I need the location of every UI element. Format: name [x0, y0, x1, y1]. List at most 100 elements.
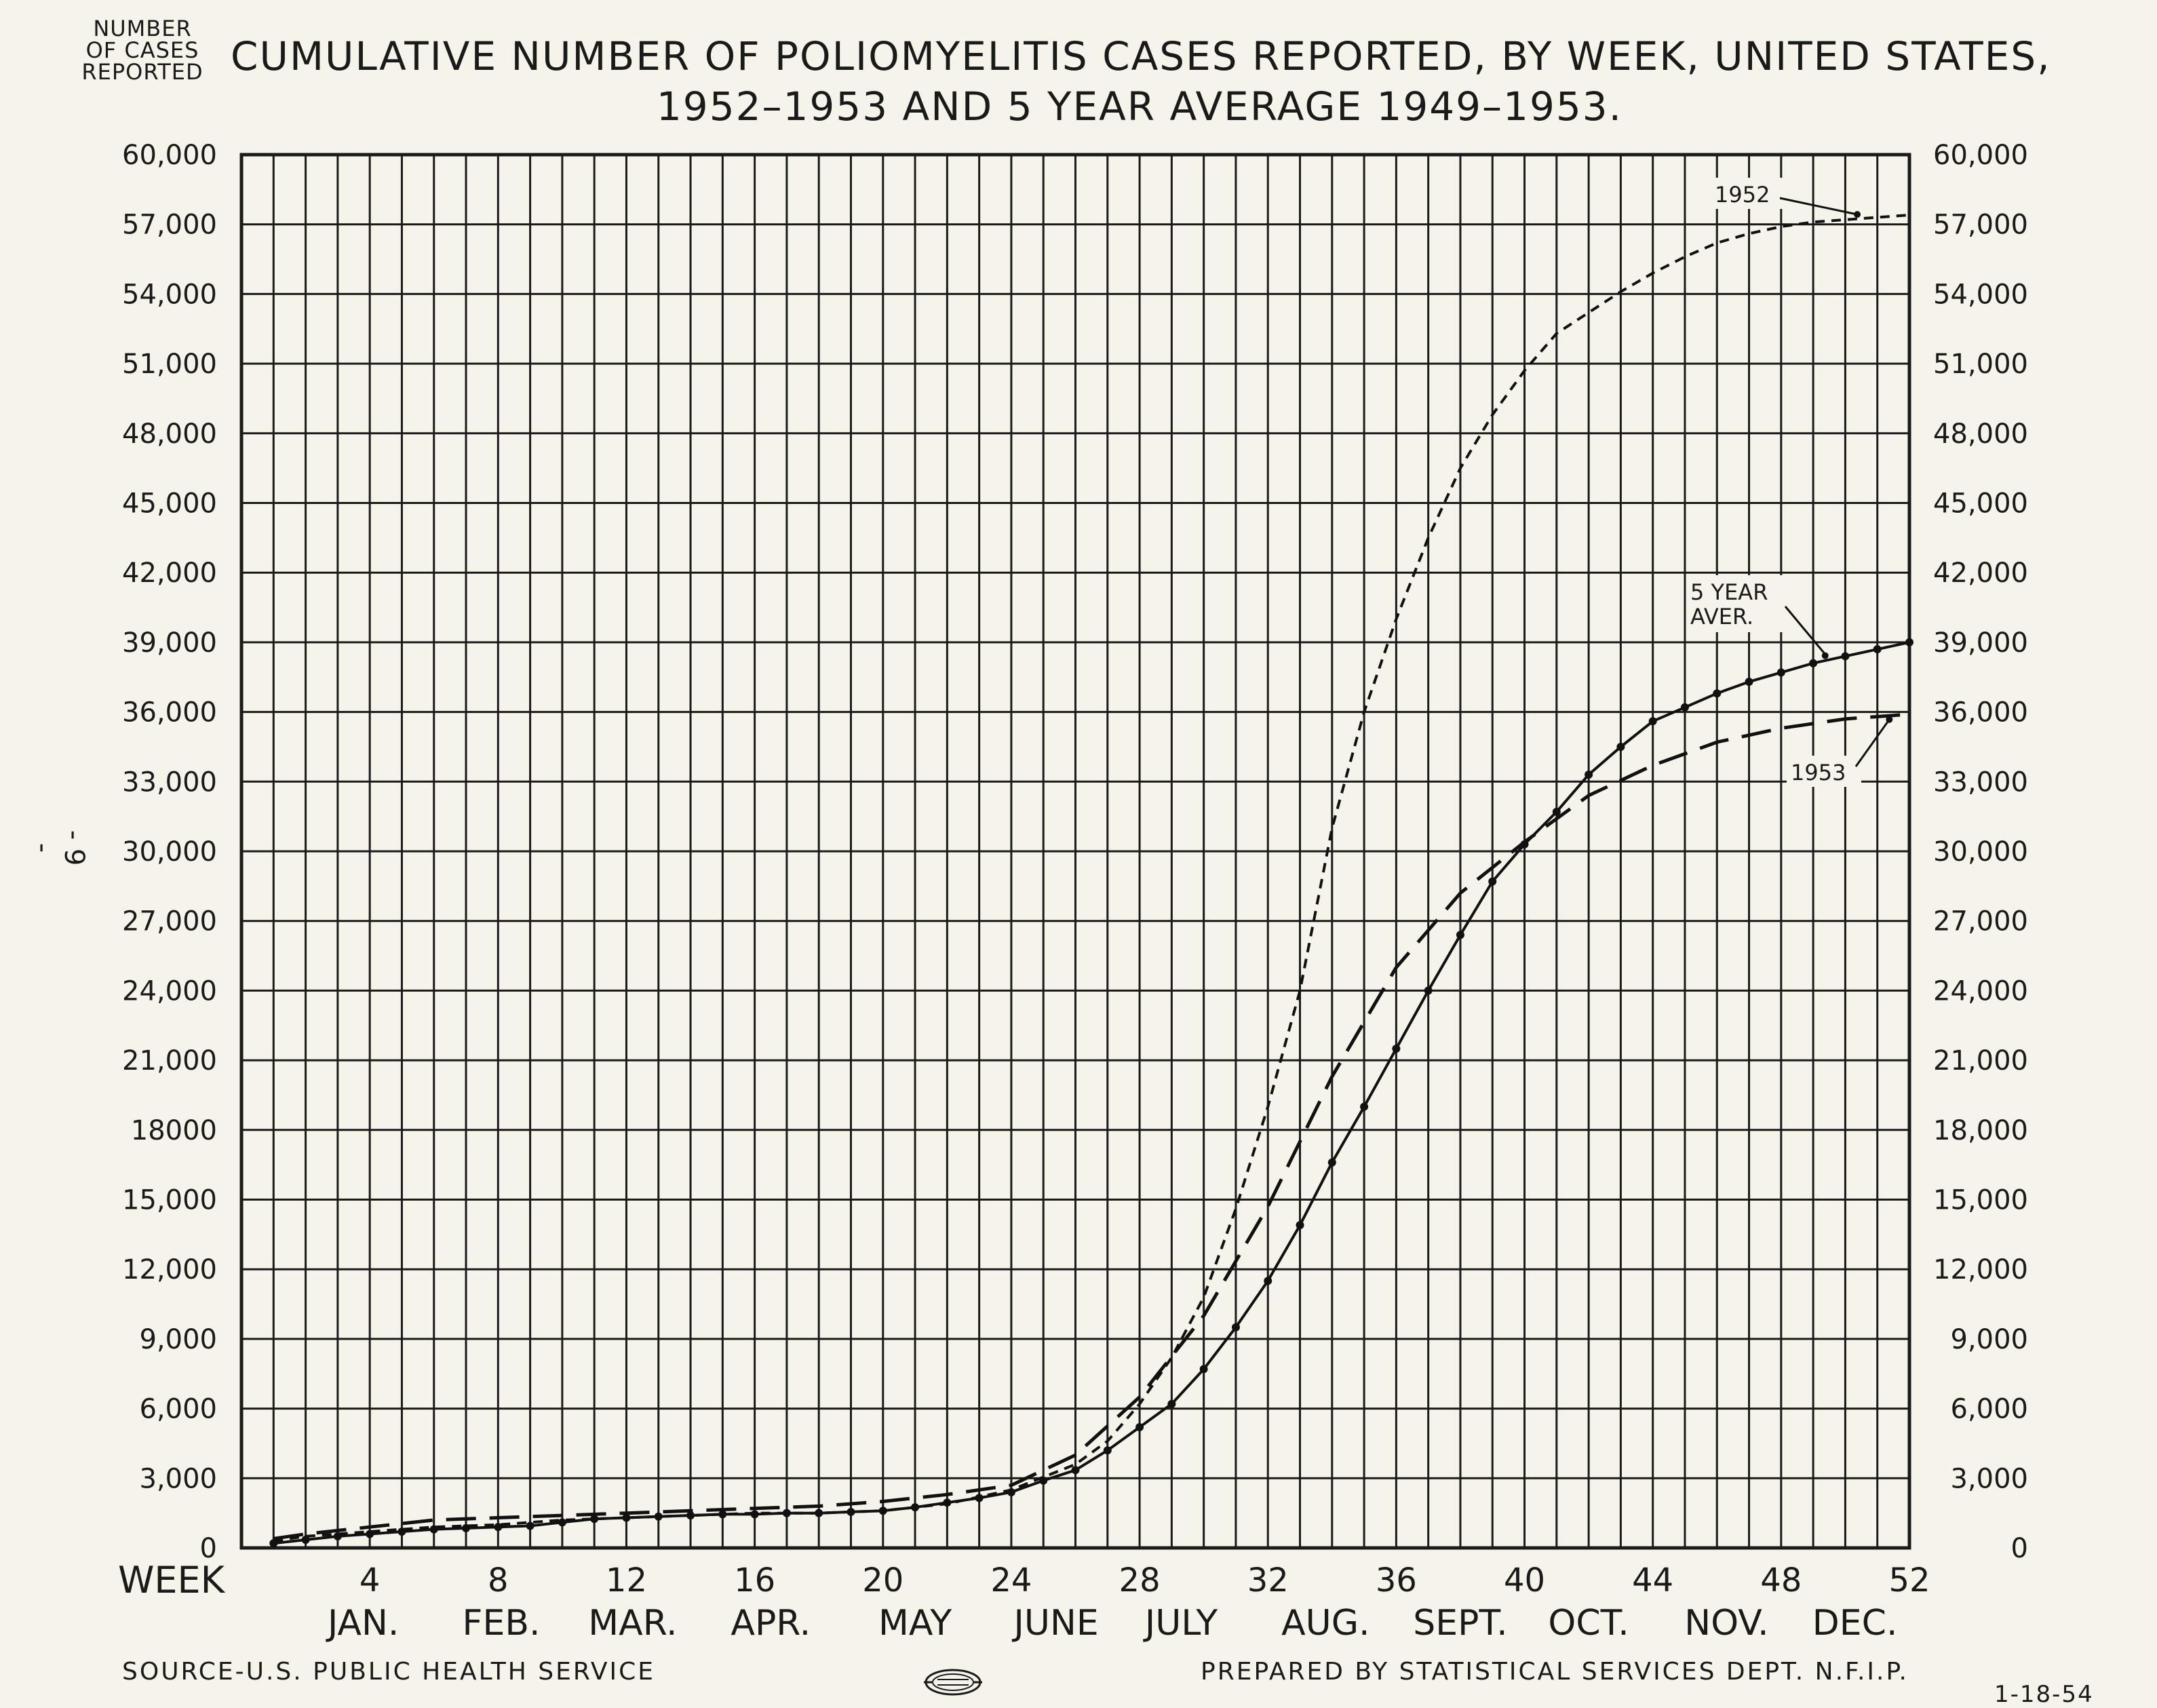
annotation-label: AVER. [1690, 604, 1753, 629]
y-tick-label-right: 18,000 [1933, 1115, 2028, 1146]
y-tick-label-left: 60,000 [122, 140, 217, 171]
series-line-1952 [273, 214, 1910, 1542]
y-tick-label-left: 48,000 [122, 419, 217, 450]
data-point [1713, 689, 1722, 698]
y-tick-label-right: 30,000 [1933, 836, 2028, 868]
data-point [1392, 1044, 1401, 1053]
x-tick-label: 52 [1888, 1561, 1930, 1599]
series-line-1953 [273, 712, 1910, 1540]
data-point [1552, 807, 1561, 816]
data-point [1745, 678, 1753, 686]
x-tick-label: 4 [360, 1561, 381, 1599]
plot-frame [239, 153, 1911, 1550]
data-point [1809, 659, 1818, 667]
chart-title: CUMULATIVE NUMBER OF POLIOMYELITIS CASES… [231, 31, 2051, 132]
data-point [782, 1509, 791, 1517]
y-tick-label-left: 27,000 [122, 906, 217, 937]
data-point [622, 1513, 631, 1522]
month-label: APR. [731, 1603, 811, 1644]
data-point [1424, 986, 1433, 995]
data-point [1007, 1488, 1015, 1496]
data-point [1071, 1466, 1080, 1475]
data-point [1905, 638, 1913, 646]
x-tick-label: 40 [1504, 1561, 1545, 1599]
y-tick-label-right: 36,000 [1933, 697, 2028, 729]
month-label: MAY [878, 1603, 952, 1644]
month-label: DEC. [1812, 1603, 1898, 1644]
y-tick-label-left: 9,000 [139, 1324, 217, 1355]
data-point [1231, 1323, 1240, 1332]
data-point [750, 1510, 759, 1519]
data-point [654, 1512, 663, 1521]
annotation-arrowhead [1886, 716, 1893, 723]
month-label: JUNE [1012, 1603, 1099, 1644]
data-point [1776, 668, 1785, 677]
x-tick-label: 28 [1119, 1561, 1161, 1599]
data-point [429, 1525, 438, 1534]
chart-title-line-2: 1952–1953 AND 5 YEAR AVERAGE 1949–1953. [656, 83, 1623, 130]
y-tick-label-left: 54,000 [122, 279, 217, 310]
data-point [1135, 1422, 1144, 1431]
annotation-label: 1952 [1715, 182, 1770, 208]
data-point [333, 1532, 342, 1540]
y-tick-label-right: 33,000 [1933, 766, 2028, 798]
annotation-arrowhead [1821, 652, 1829, 659]
y-tick-label-left: 57,000 [122, 210, 217, 241]
y-tick-label-right: 15,000 [1933, 1185, 2028, 1216]
month-label: JAN. [326, 1603, 399, 1644]
y-tick-label-right: 48,000 [1933, 419, 2028, 450]
data-point [1680, 703, 1689, 712]
data-point [847, 1507, 855, 1516]
data-point [1039, 1476, 1048, 1485]
annotation-arrow [1779, 197, 1858, 216]
annotation-arrowhead [1854, 211, 1861, 218]
data-point [526, 1521, 535, 1530]
source-note: SOURCE-U.S. PUBLIC HEALTH SERVICE [122, 1658, 655, 1686]
x-tick-label: 44 [1632, 1561, 1673, 1599]
x-tick-label: 24 [990, 1561, 1032, 1599]
data-point [1360, 1102, 1369, 1111]
x-tick-label: 20 [862, 1561, 903, 1599]
data-point [1873, 645, 1882, 654]
y-tick-label-left: 51,000 [122, 349, 217, 380]
prepared-by-note: PREPARED BY STATISTICAL SERVICES DEPT. N… [1201, 1658, 1909, 1686]
data-point [1167, 1399, 1176, 1408]
data-point [1585, 771, 1593, 779]
y-tick-label-right: 6,000 [1950, 1394, 2028, 1425]
data-point [1616, 742, 1625, 751]
y-tick-label-right: 3,000 [1950, 1463, 2028, 1494]
y-tick-label-left: 36,000 [122, 697, 217, 729]
chart-title-line-1: CUMULATIVE NUMBER OF POLIOMYELITIS CASES… [231, 33, 2051, 79]
y-tick-label-left: 6,000 [139, 1394, 217, 1425]
annotation-arrow [1854, 718, 1890, 767]
date-stamp: 1-18-54 [1994, 1681, 2094, 1708]
data-point [590, 1515, 599, 1523]
annotation-label: 5 YEAR [1690, 579, 1768, 605]
month-label: JULY [1143, 1603, 1218, 1644]
data-point [397, 1528, 406, 1536]
y-tick-label-right: 45,000 [1933, 488, 2028, 520]
month-label: NOV. [1684, 1603, 1768, 1644]
y-tick-label-left: 18000 [131, 1115, 217, 1146]
month-label: FEB. [463, 1603, 541, 1644]
annotation-background [1711, 178, 1785, 209]
y-tick-label-left: 39,000 [122, 627, 217, 659]
y-axis-title: NUMBER OF CASES REPORTED [68, 18, 217, 83]
annotation-background [1686, 575, 1795, 632]
x-tick-label: 12 [606, 1561, 647, 1599]
month-label: OCT. [1548, 1603, 1629, 1644]
data-point [366, 1530, 374, 1538]
annotation-arrow [1784, 606, 1826, 655]
y-tick-label-right: 0 [2011, 1533, 2028, 1564]
y-tick-label-left: 24,000 [122, 975, 217, 1007]
y-tick-label-right: 24,000 [1933, 975, 2028, 1007]
x-tick-label: 48 [1760, 1561, 1802, 1599]
annotation-background [1787, 756, 1861, 787]
data-point [1296, 1221, 1304, 1230]
y-tick-label-left: 12,000 [122, 1254, 217, 1285]
y-tick-label-left: 3,000 [139, 1463, 217, 1494]
grid [241, 155, 1909, 1548]
union-label-logo [922, 1667, 984, 1700]
y-axis-title-line: OF CASES [85, 37, 199, 63]
